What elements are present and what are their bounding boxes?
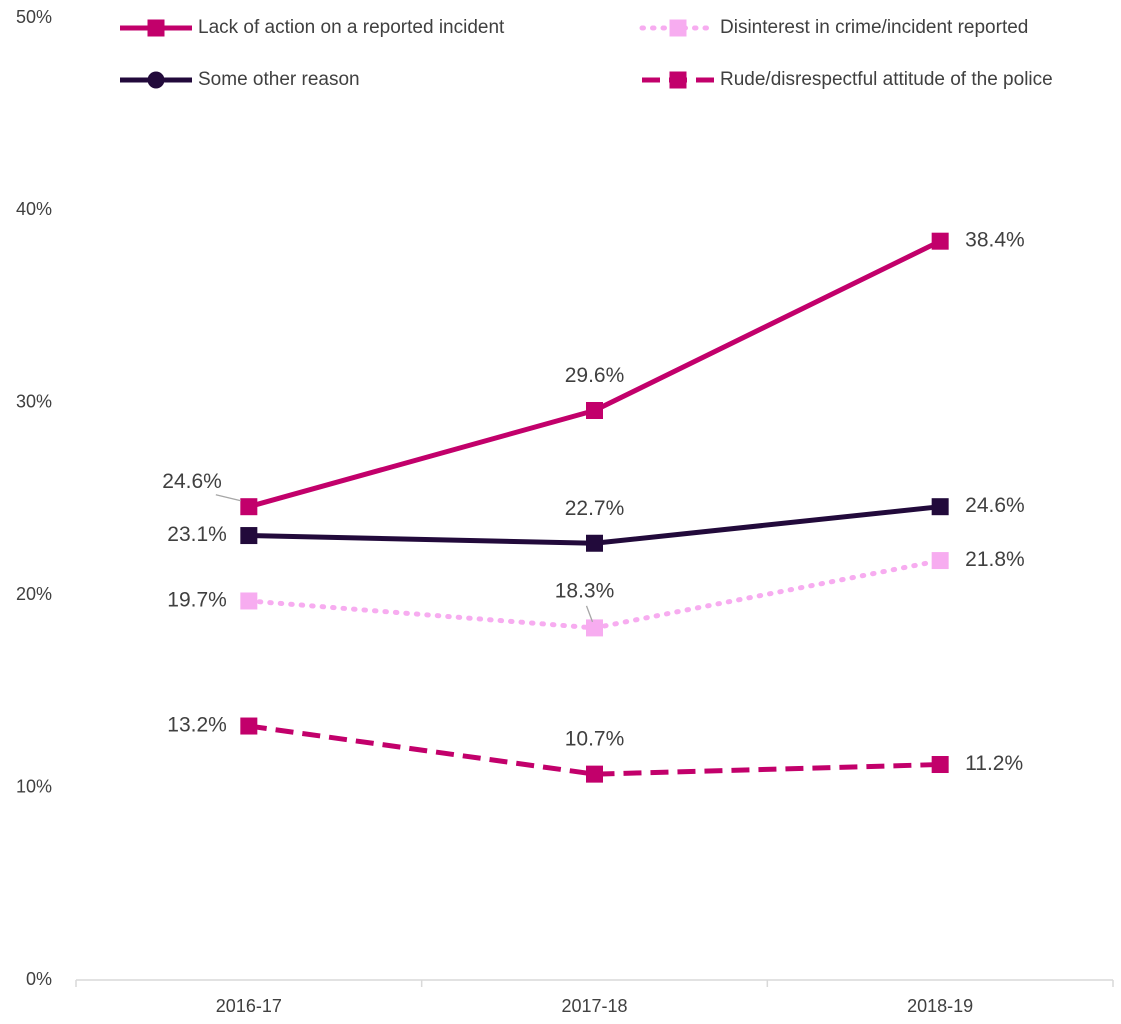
legend-label: Disinterest in crime/incident reported xyxy=(720,17,1028,38)
data-label: 13.2% xyxy=(167,714,227,737)
data-point-marker xyxy=(931,756,949,774)
y-tick-label: 30% xyxy=(16,392,52,412)
data-point-marker xyxy=(586,534,603,552)
y-tick-label: 0% xyxy=(26,969,52,989)
x-tick-label: 2017-18 xyxy=(561,996,627,1016)
label-leader-lines xyxy=(215,494,594,623)
label-leader-line xyxy=(585,605,594,623)
series-lack-of-action-on-a-reported-incident xyxy=(240,232,949,516)
data-label: 38.4% xyxy=(965,229,1025,252)
legend-item-some-other-reason: Some other reason xyxy=(120,69,360,90)
data-point-marker xyxy=(586,401,603,419)
x-tick-label: 2018-19 xyxy=(907,996,973,1016)
data-point-marker xyxy=(240,498,258,516)
data-label: 10.7% xyxy=(565,728,625,751)
x-tick-label: 2016-17 xyxy=(216,996,282,1016)
y-tick-label: 10% xyxy=(16,776,52,796)
y-tick-label: 40% xyxy=(16,199,52,219)
y-tick-label: 50% xyxy=(16,7,52,27)
data-point-marker xyxy=(931,498,949,516)
series-disinterest-in-crime-incident-reported xyxy=(240,552,949,637)
data-label: 29.6% xyxy=(565,364,625,387)
legend-label: Rude/disrespectful attitude of the polic… xyxy=(720,69,1053,90)
y-tick-label: 20% xyxy=(16,584,52,604)
data-point-marker xyxy=(931,232,949,250)
legend-item-rude-disrespectful-attitude-of-the-police: Rude/disrespectful attitude of the polic… xyxy=(642,69,1053,90)
data-label: 24.6% xyxy=(965,494,1025,517)
label-leader-line xyxy=(215,494,241,502)
legend-marker-swatch xyxy=(147,71,165,89)
data-point-marker xyxy=(240,527,258,545)
data-point-marker xyxy=(931,552,949,570)
data-labels: 24.6% 29.6% 38.4% 19.7% 18.3% 21.8% 23.1% 22.7%… xyxy=(162,229,1024,775)
chart-axes: 0% 10% 20% 30% 40% 50% 2016-17 2017-18 2018-19 xyxy=(16,7,1114,1016)
data-label: 24.6% xyxy=(162,470,222,493)
legend-label: Some other reason xyxy=(198,69,360,90)
data-label: 19.7% xyxy=(167,589,227,612)
data-label: 22.7% xyxy=(565,497,625,520)
legend-marker-swatch xyxy=(147,19,165,37)
series-rude-disrespectful-attitude-of-the-police xyxy=(240,717,949,783)
legend-marker-swatch xyxy=(669,19,687,37)
legend-label: Lack of action on a reported incident xyxy=(198,17,505,38)
data-point-marker xyxy=(586,765,603,783)
data-point-marker xyxy=(240,717,258,735)
data-point-marker xyxy=(586,619,603,637)
data-label: 21.8% xyxy=(965,548,1025,571)
data-label: 11.2% xyxy=(965,752,1023,775)
data-label: 18.3% xyxy=(555,579,615,602)
legend-marker-swatch xyxy=(669,71,687,89)
series-some-other-reason xyxy=(240,498,949,552)
chart-legend: Lack of action on a reported incident Dis… xyxy=(120,17,1053,90)
data-point-marker xyxy=(240,592,258,610)
legend-item-disinterest-in-crime-incident-reported: Disinterest in crime/incident reported xyxy=(639,17,1028,38)
legend-item-lack-of-action-on-a-reported-incident: Lack of action on a reported incident xyxy=(120,17,505,38)
data-label: 23.1% xyxy=(167,523,227,546)
series-lines xyxy=(240,232,949,783)
series-line xyxy=(248,723,941,777)
